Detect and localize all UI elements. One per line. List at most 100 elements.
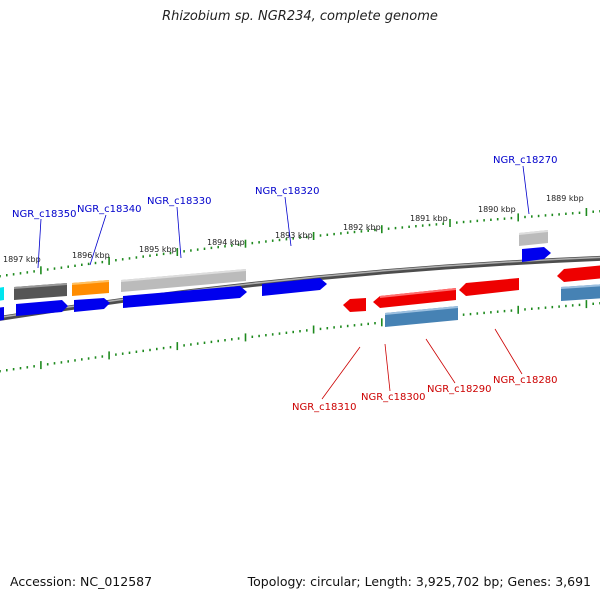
gene-label[interactable]: NGR_c18320 bbox=[255, 186, 320, 197]
scale-tick-major bbox=[517, 213, 519, 222]
scale-tick-major bbox=[585, 208, 588, 216]
feature-gray-dark-top bbox=[14, 283, 67, 289]
scale-tick-minor bbox=[571, 304, 574, 307]
scale-tick-minor bbox=[401, 226, 404, 229]
scale-tick-minor bbox=[142, 349, 144, 353]
scale-tick-minor bbox=[394, 226, 397, 230]
gene-arrow-red[interactable] bbox=[373, 288, 456, 308]
gene-label[interactable]: NGR_c18270 bbox=[493, 155, 558, 166]
map-title: Rhizobium sp. NGR234, complete genome bbox=[162, 9, 438, 24]
scale-tick-major bbox=[40, 361, 42, 370]
scale-tick-major bbox=[585, 300, 588, 309]
scale-tick-minor bbox=[81, 358, 83, 361]
scale-tick-minor bbox=[67, 265, 69, 268]
scale-tick-minor bbox=[258, 334, 260, 338]
scale-tick-minor bbox=[149, 254, 151, 257]
scale-tick-minor bbox=[67, 360, 69, 363]
callout-line bbox=[284, 196, 292, 247]
gene-arrow-red[interactable] bbox=[343, 298, 366, 312]
scale-tick-minor bbox=[94, 356, 97, 359]
scale-tick-minor bbox=[326, 327, 329, 330]
scale-tick-minor bbox=[33, 365, 35, 368]
gene-label[interactable]: NGR_c18350 bbox=[12, 209, 77, 220]
scale-tick-minor bbox=[490, 218, 492, 221]
scale-tick-minor bbox=[551, 213, 554, 217]
scale-tick-major bbox=[108, 351, 110, 360]
scale-tick-minor bbox=[333, 326, 335, 329]
gene-arrow-blue[interactable] bbox=[123, 286, 247, 308]
scale-tick-minor bbox=[6, 369, 8, 372]
callout-line bbox=[425, 338, 456, 384]
scale-tick-minor bbox=[476, 219, 479, 223]
feature-gray-light[interactable] bbox=[121, 269, 246, 292]
scale-tick-minor bbox=[271, 239, 274, 242]
scale-tick-minor bbox=[285, 331, 288, 334]
scale-tick-minor bbox=[285, 238, 288, 241]
gene-arrow-blue[interactable] bbox=[74, 298, 110, 312]
feature-cyan[interactable] bbox=[0, 287, 4, 301]
scale-tick-minor bbox=[162, 346, 165, 350]
callout-line bbox=[522, 165, 530, 215]
callout-line bbox=[37, 218, 42, 269]
kbp-label: 1895 kbp bbox=[139, 245, 177, 254]
scale-tick-minor bbox=[6, 274, 8, 277]
lower-feature-track bbox=[385, 284, 600, 327]
scale-tick-minor bbox=[496, 218, 499, 221]
gene-label[interactable]: NGR_c18340 bbox=[77, 204, 142, 215]
scale-tick-minor bbox=[74, 264, 76, 267]
scale-tick-minor bbox=[346, 324, 349, 328]
scale-tick-minor bbox=[510, 216, 513, 220]
gene-arrow-blue[interactable] bbox=[0, 307, 4, 321]
gene-label[interactable]: NGR_c18330 bbox=[147, 196, 212, 207]
scale-tick-minor bbox=[210, 246, 213, 250]
scale-tick-minor bbox=[387, 227, 390, 230]
scale-tick-minor bbox=[183, 344, 185, 347]
scale-tick-major bbox=[381, 225, 383, 234]
scale-tick-major bbox=[176, 248, 179, 256]
gene-arrow-blue[interactable] bbox=[522, 247, 551, 262]
gene-arrow-red[interactable] bbox=[459, 278, 519, 296]
scale-tick-minor bbox=[340, 232, 342, 235]
scale-tick-minor bbox=[237, 337, 240, 340]
scale-tick-minor bbox=[128, 257, 131, 260]
scale-labels: 1897 kbp 1896 kbp 1895 kbp 1894 kbp 1893… bbox=[3, 194, 584, 264]
scale-tick-major bbox=[176, 342, 179, 351]
scale-tick-minor bbox=[306, 235, 308, 239]
feature-steel-blue[interactable] bbox=[561, 284, 600, 301]
blue-gene-track bbox=[0, 247, 551, 321]
scale-tick-minor bbox=[231, 338, 233, 341]
scale-tick-minor bbox=[224, 339, 226, 342]
scale-tick-minor bbox=[578, 303, 581, 307]
scale-tick-minor bbox=[346, 231, 349, 234]
gene-arrow-blue[interactable] bbox=[16, 300, 68, 316]
feature-steel-blue[interactable] bbox=[385, 306, 458, 327]
gene-label[interactable]: NGR_c18300 bbox=[361, 392, 426, 403]
scale-tick-minor bbox=[169, 251, 172, 255]
scale-tick-minor bbox=[292, 330, 294, 334]
gene-label[interactable]: NGR_c18280 bbox=[493, 375, 558, 386]
callout-line bbox=[176, 206, 182, 259]
scale-tick-minor bbox=[94, 261, 97, 265]
gene-arrow-red-top bbox=[380, 288, 456, 298]
scale-tick-minor bbox=[490, 311, 492, 314]
scale-tick-minor bbox=[442, 222, 444, 225]
scale-tick-minor bbox=[115, 259, 117, 262]
gene-label[interactable]: NGR_c18290 bbox=[427, 384, 492, 395]
scale-tick-minor bbox=[571, 212, 574, 215]
scale-tick-major bbox=[517, 305, 519, 314]
scale-tick-minor bbox=[121, 352, 124, 355]
scale-tick-minor bbox=[428, 223, 431, 227]
scale-tick-minor bbox=[469, 312, 472, 316]
scale-tick-minor bbox=[53, 362, 56, 365]
scale-tick-minor bbox=[81, 263, 83, 266]
scale-tick-minor bbox=[319, 234, 322, 237]
scale-tick-minor bbox=[12, 273, 15, 276]
scale-tick-minor bbox=[0, 275, 1, 278]
scale-tick-minor bbox=[26, 366, 29, 369]
scale-tick-minor bbox=[333, 232, 335, 236]
scale-tick-minor bbox=[558, 305, 560, 308]
gene-arrow-red[interactable] bbox=[557, 265, 600, 282]
gene-arrow-blue[interactable] bbox=[262, 278, 327, 296]
gene-label[interactable]: NGR_c18310 bbox=[292, 402, 357, 413]
